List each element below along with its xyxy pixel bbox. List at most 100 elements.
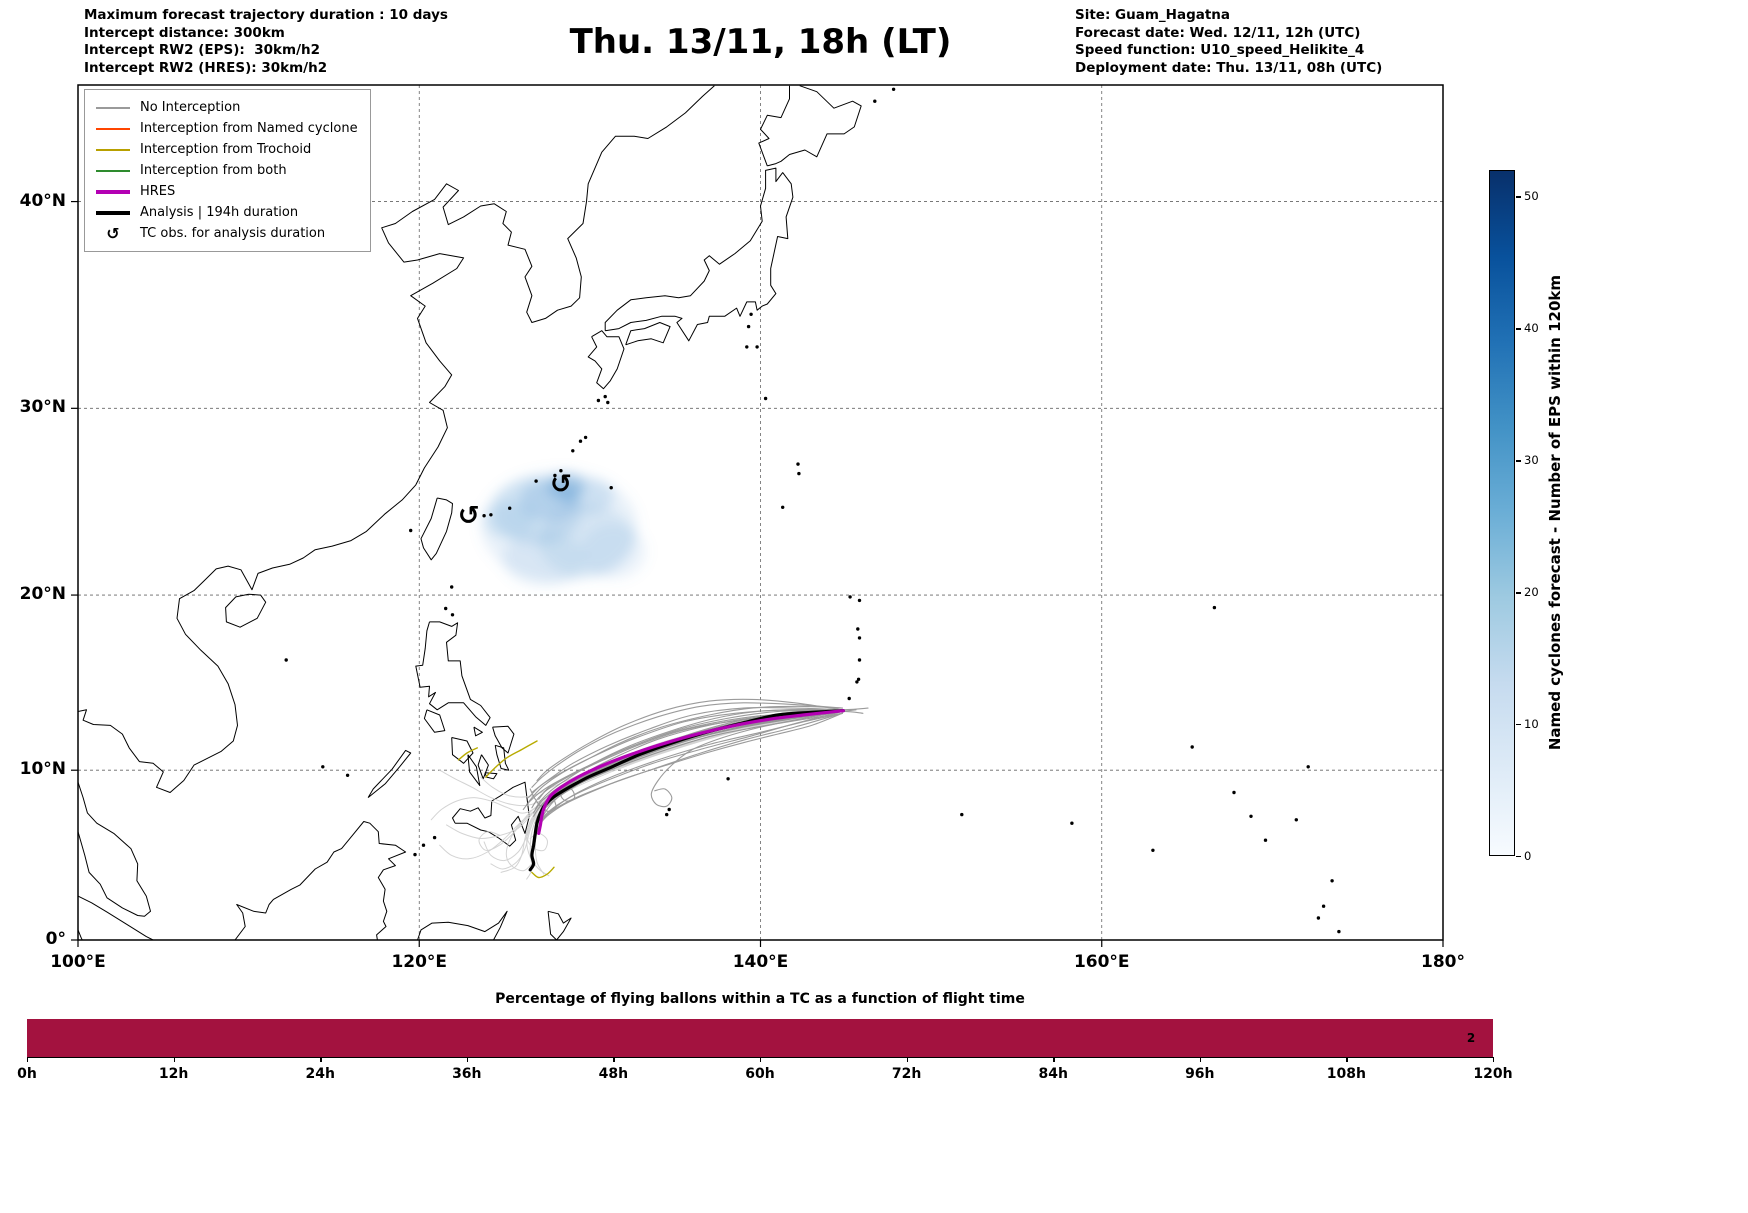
legend-label: Interception from Trochoid: [140, 142, 312, 157]
legend-item: Interception from Named cyclone: [95, 118, 358, 139]
trajectory-no-interception: [539, 710, 843, 823]
colorbar-tick-label: 0: [1524, 849, 1532, 863]
colorbar-label: Named cyclones forecast - Number of EPS …: [1537, 170, 1573, 856]
colorbar-tick-label: 50: [1524, 189, 1539, 204]
trajectory-no-interception: [650, 710, 843, 808]
island-dot: [450, 613, 455, 617]
colorbar-gradient: [1490, 171, 1514, 855]
legend-item: Interception from both: [95, 160, 358, 181]
trajectory-no-interception: [526, 705, 843, 805]
island-dot: [432, 835, 437, 840]
trajectory-extended: [478, 709, 843, 851]
legend-line-swatch: [96, 106, 130, 109]
coastline-layer: [78, 85, 862, 940]
island-dot: [603, 394, 607, 399]
island-dot: [583, 435, 588, 440]
coastline: [604, 167, 794, 342]
hour-tick: [1346, 1057, 1348, 1062]
hour-tick-label: 60h: [745, 1066, 775, 1082]
colorbar-tick-label: 30: [1524, 453, 1539, 468]
trajectory-extended: [446, 709, 843, 840]
island-dot: [421, 843, 426, 847]
island-dot: [606, 400, 610, 405]
hres-track: [537, 709, 845, 835]
island-dot: [796, 462, 800, 466]
island-dot: [489, 513, 493, 517]
legend-label: HRES: [140, 184, 176, 199]
bar-annotation: 2: [1466, 1031, 1476, 1045]
trajectory-trochoid: [457, 747, 478, 761]
hour-tick-label: 48h: [598, 1066, 629, 1082]
hour-tick: [466, 1057, 469, 1062]
map: ↺↺: [71, 84, 1444, 947]
island-dot: [781, 505, 785, 509]
coastline: [625, 322, 671, 346]
legend-label: Analysis | 194h duration: [140, 205, 299, 220]
legend-label: TC obs. for analysis duration: [140, 226, 326, 241]
bar: [27, 1019, 1493, 1057]
legend-swatch: [95, 189, 131, 194]
island-dot: [746, 324, 751, 329]
coastline: [484, 772, 498, 780]
legend-item: Interception from Trochoid: [95, 139, 358, 160]
grid-layer: [78, 85, 1443, 940]
coastline: [417, 910, 508, 940]
coastline: [415, 621, 491, 726]
island-dot: [1249, 814, 1253, 818]
island-dot: [749, 312, 753, 316]
colorbar-tick: [1516, 196, 1521, 198]
trajectory-no-interception: [522, 709, 843, 811]
hour-tick: [27, 1057, 29, 1062]
island-dot: [960, 812, 964, 817]
legend-line-swatch: [96, 210, 130, 215]
hour-tick-label: 36h: [452, 1066, 482, 1082]
island-dot: [763, 396, 768, 401]
island-dot: [856, 677, 861, 681]
island-dot: [450, 585, 454, 589]
coastline: [225, 593, 267, 628]
coastline: [467, 754, 481, 787]
trajectory-extended: [439, 711, 843, 860]
eps-density-layer: [480, 470, 647, 587]
island-dot: [553, 473, 557, 478]
hour-tick: [760, 1057, 762, 1062]
island-dot: [1337, 929, 1341, 934]
trajectory-trochoid-layer: [457, 740, 555, 879]
legend-label: Interception from Named cyclone: [140, 121, 358, 136]
island-dot: [856, 627, 860, 631]
figure-title: Thu. 13/11, 18h (LT): [569, 22, 952, 62]
island-dot: [508, 506, 512, 510]
lon-tick-label: 120°E: [391, 952, 448, 972]
trajectory-no-interception: [538, 712, 843, 829]
legend-item: HRES: [95, 181, 358, 202]
coastline: [78, 782, 151, 917]
island-dot: [857, 636, 862, 640]
hour-tick: [906, 1057, 908, 1062]
lat-tick-label: 10°N: [19, 759, 66, 780]
lon-tick-label: 180°: [1421, 952, 1465, 972]
hour-tick-label: 72h: [891, 1066, 922, 1082]
trajectory-no-interception: [534, 709, 843, 811]
eps-density-blob: [484, 501, 536, 539]
trajectory-extended: [505, 711, 843, 872]
colorbar-tick: [1516, 724, 1521, 726]
eps-density-blob: [519, 479, 578, 521]
colorbar-label-text: Named cyclones forecast - Number of EPS …: [1546, 275, 1564, 751]
legend: No Interception Interception from Named c…: [84, 89, 371, 252]
hour-tick-label: 24h: [305, 1066, 335, 1082]
coastline: [367, 749, 412, 798]
legend-swatch: [95, 169, 131, 172]
hour-tick: [320, 1057, 322, 1062]
lon-tick-label: 140°E: [732, 952, 789, 972]
colorbar: [1489, 170, 1515, 856]
island-dot: [797, 471, 801, 476]
legend-item: No Interception: [95, 97, 358, 118]
colorbar-tick-label: 10: [1524, 717, 1539, 732]
island-dot: [726, 777, 730, 781]
coastline: [494, 744, 510, 771]
coastline: [234, 821, 407, 940]
island-dot: [755, 345, 759, 349]
hour-tick: [613, 1057, 615, 1062]
island-dot: [848, 595, 852, 599]
